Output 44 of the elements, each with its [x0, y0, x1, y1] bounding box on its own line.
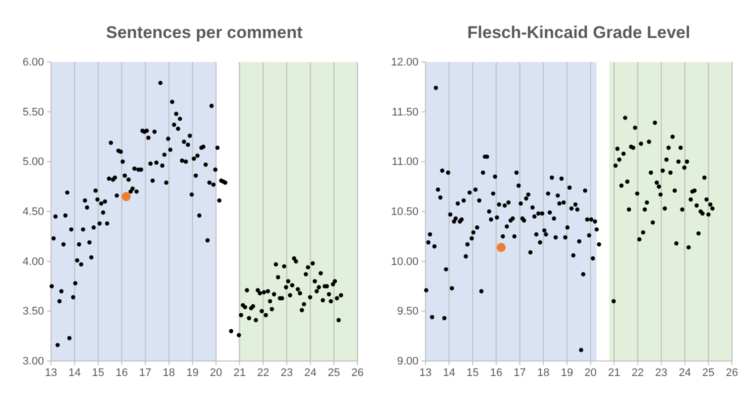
x-tick-label: 20: [584, 366, 597, 379]
x-tick-label: 21: [233, 366, 246, 379]
x-tick-label: 19: [560, 366, 574, 379]
x-tick-label: 25: [702, 366, 715, 379]
x-tick-label: 17: [139, 366, 152, 379]
x-tick-label: 25: [328, 366, 340, 379]
x-tick-label: 13: [44, 366, 58, 379]
x-tick-label: 14: [68, 366, 81, 379]
y-tick-label: 11.00: [392, 156, 418, 168]
x-tick-label: 23: [655, 366, 668, 379]
y-tick-label: 5.00: [22, 156, 44, 168]
x-tick-label: 26: [726, 366, 738, 379]
x-tick-label: 18: [537, 366, 550, 379]
x-tick-label: 19: [186, 366, 199, 379]
x-tick-label: 17: [514, 366, 526, 379]
x-tick-label: 14: [442, 366, 456, 379]
y-tick-label: 9.50: [397, 306, 418, 318]
y-tick-label: 12.00: [390, 56, 418, 69]
x-tick-label: 20: [210, 366, 222, 379]
x-tick-label: 21: [608, 366, 620, 379]
y-tick-label: 3.50: [22, 306, 44, 318]
y-tick-label: 5.50: [22, 106, 44, 118]
y-tick-label: 6.00: [22, 56, 44, 69]
chart-title: Flesch-Kincaid Grade Level: [467, 23, 690, 42]
y-tick-label: 9.00: [397, 356, 418, 368]
x-tick-label: 15: [92, 366, 104, 379]
y-tick-label: 4.00: [22, 256, 44, 268]
x-tick-label: 16: [116, 366, 128, 379]
chart-title: Sentences per comment: [106, 23, 303, 42]
y-tick-label: 10.50: [390, 206, 418, 218]
x-tick-label: 26: [351, 366, 364, 379]
y-tick-label: 3.00: [22, 356, 44, 368]
x-tick-label: 24: [678, 366, 691, 379]
y-tick-label: 10.00: [390, 256, 418, 268]
x-tick-label: 22: [257, 366, 270, 379]
x-tick-label: 13: [419, 366, 432, 379]
x-tick-label: 16: [490, 366, 502, 379]
y-tick-label: 4.50: [22, 206, 44, 218]
x-tick-label: 22: [632, 366, 644, 379]
x-tick-label: 15: [466, 366, 479, 379]
x-tick-label: 18: [162, 366, 176, 379]
x-tick-label: 24: [304, 366, 316, 379]
y-tick-label: 11.50: [392, 106, 418, 118]
x-tick-label: 23: [280, 366, 293, 379]
